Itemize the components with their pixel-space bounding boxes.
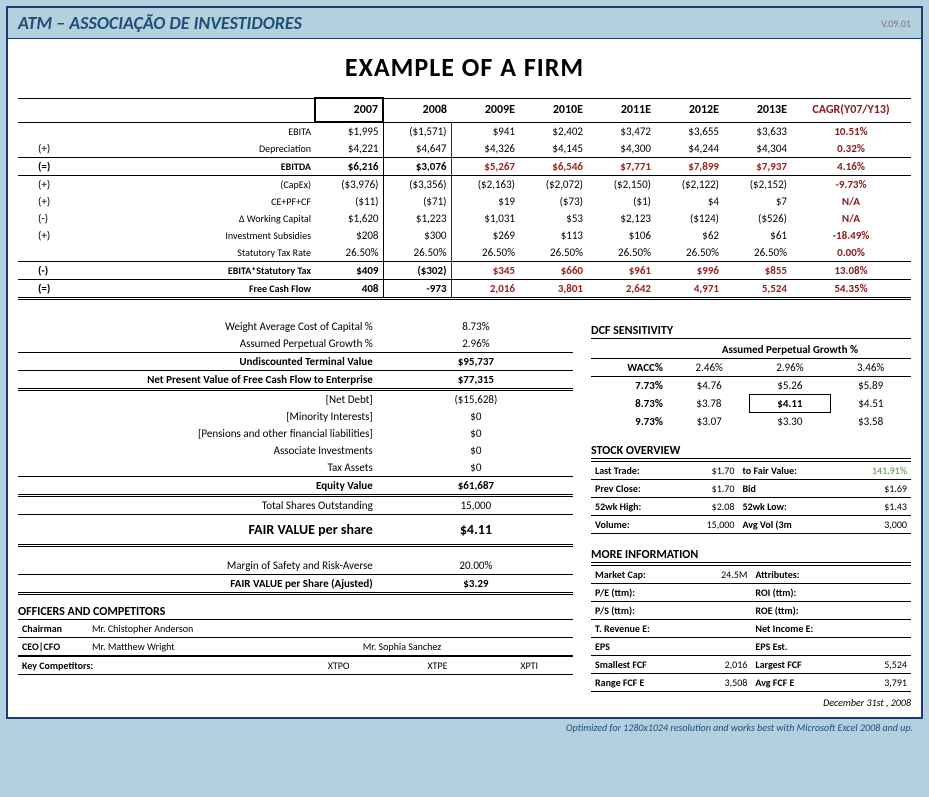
table-row: (=)EBITDA$6,216$3,076$5,267$6,546$7,771$… bbox=[18, 158, 911, 176]
fair-adj-label: FAIR VALUE per Share (Ajusted) bbox=[18, 575, 379, 594]
year-header: 2008 bbox=[383, 98, 451, 122]
more-row: Market Cap:24.5MAttributes: bbox=[591, 566, 911, 584]
document-frame: ATM – ASSOCIAÇÃO DE INVESTIDORES V.09.01… bbox=[6, 6, 923, 719]
table-row: EBITA$1,995($1,571)$941$2,402$3,472$3,65… bbox=[18, 122, 911, 140]
valuation-row: Assumed Perpetual Growth %2.96% bbox=[18, 335, 573, 353]
valuation-row: Associate Investments$0 bbox=[18, 442, 573, 459]
stock-row: 52wk High:$2.0852wk Low:$1.43 bbox=[591, 498, 911, 516]
table-row: (+)CE+PF+CF($11)($71)$19($73)($1)$4$7N/A bbox=[18, 193, 911, 210]
sensitivity-row: 7.73%$4.76$5.26$5.89 bbox=[591, 377, 911, 395]
margin-value: 20.00% bbox=[379, 557, 573, 575]
stock-heading: STOCK OVERVIEW bbox=[591, 444, 911, 459]
version-label: V.09.01 bbox=[881, 17, 911, 30]
valuation-row: Tax Assets$0 bbox=[18, 459, 573, 477]
org-title: ATM – ASSOCIAÇÃO DE INVESTIDORES bbox=[18, 12, 302, 34]
table-row: (-)Δ Working Capital$1,620$1,223$1,031$5… bbox=[18, 210, 911, 227]
stock-row: Prev Close:$1.70Bid$1.69 bbox=[591, 480, 911, 498]
officers-heading: OFFICERS AND COMPETITORS bbox=[18, 605, 573, 619]
table-row: Statutory Tax Rate26.50%26.50%26.50%26.5… bbox=[18, 244, 911, 262]
more-row: Smallest FCF2,016Largest FCF5,524 bbox=[591, 656, 911, 674]
adjusted-table: Margin of Safety and Risk-Averse20.00% F… bbox=[18, 557, 573, 595]
stock-row: Volume:15,000Avg Vol (3m3,000 bbox=[591, 516, 911, 534]
more-row: EPSEPS Est. bbox=[591, 638, 911, 656]
table-row: (=)Free Cash Flow408-9732,0163,8012,6424… bbox=[18, 280, 911, 299]
year-header: 2009E bbox=[451, 98, 519, 122]
cagr-header: CAGR(Y07/Y13) bbox=[791, 98, 911, 122]
more-row: Range FCF E3,508Avg FCF E3,791 bbox=[591, 674, 911, 692]
financial-table: 200720082009E2010E2011E2012E2013ECAGR(Y0… bbox=[18, 97, 911, 300]
more-row: P/S (ttm):ROE (ttm): bbox=[591, 602, 911, 620]
table-row: (+)(CapEx)($3,976)($3,356)($2,163)($2,07… bbox=[18, 176, 911, 194]
sensitivity-row: 8.73%$3.78$4.11$4.51 bbox=[591, 395, 911, 413]
valuation-row: Weight Average Cost of Capital %8.73% bbox=[18, 318, 573, 335]
year-header: 2007 bbox=[315, 98, 383, 122]
more-row: P/E (ttm):ROI (ttm): bbox=[591, 584, 911, 602]
year-header: 2012E bbox=[655, 98, 723, 122]
valuation-row: Total Shares Outstanding15,000 bbox=[18, 496, 573, 515]
table-row: (+)Investment Subsidies$208$300$269$113$… bbox=[18, 227, 911, 244]
fair-value-table: FAIR VALUE per share$4.11 bbox=[18, 514, 573, 547]
fair-value-label: FAIR VALUE per share bbox=[18, 515, 379, 546]
competitors-table: Key Competitors:XTPOXTPEXPTI bbox=[18, 656, 573, 675]
stock-row: Last Trade:$1.70to Fair Value:141.91% bbox=[591, 462, 911, 480]
officers-table: ChairmanMr. Chistopher AndersonCEO|CFOMr… bbox=[18, 619, 573, 656]
margin-label: Margin of Safety and Risk-Averse bbox=[18, 557, 379, 575]
stock-overview-table: Last Trade:$1.70to Fair Value:141.91%Pre… bbox=[591, 461, 911, 534]
valuation-row: [Pensions and other financial liabilitie… bbox=[18, 425, 573, 442]
header-bar: ATM – ASSOCIAÇÃO DE INVESTIDORES V.09.01 bbox=[8, 8, 921, 39]
fair-adj-value: $3.29 bbox=[379, 575, 573, 594]
dcf-heading: DCF SENSITIVITY bbox=[591, 324, 911, 339]
more-info-table: Market Cap:24.5MAttributes:P/E (ttm):ROI… bbox=[591, 565, 911, 692]
page-title: EXAMPLE OF A FIRM bbox=[18, 51, 911, 83]
fair-value: $4.11 bbox=[379, 515, 573, 546]
valuation-row: Net Present Value of Free Cash Flow to E… bbox=[18, 371, 573, 390]
valuation-row: [Net Debt]($15,628) bbox=[18, 390, 573, 409]
year-header: 2011E bbox=[587, 98, 655, 122]
valuation-row: [Minority Interests]$0 bbox=[18, 408, 573, 425]
valuation-row: Undiscounted Terminal Value$95,737 bbox=[18, 353, 573, 371]
year-header: 2013E bbox=[723, 98, 791, 122]
valuation-row: Equity Value$61,687 bbox=[18, 477, 573, 496]
footer-note: Optimized for 1280x1024 resolution and w… bbox=[6, 719, 923, 736]
table-row: (+)Depreciation$4,221$4,647$4,326$4,145$… bbox=[18, 140, 911, 158]
valuation-table: Weight Average Cost of Capital %8.73%Ass… bbox=[18, 318, 573, 514]
table-row: (-)EBITA*Statutory Tax$409($302)$345$660… bbox=[18, 262, 911, 280]
year-header: 2010E bbox=[519, 98, 587, 122]
dcf-sensitivity-table: Assumed Perpetual Growth %WACC%2.46%2.96… bbox=[591, 341, 911, 430]
more-heading: MORE INFORMATION bbox=[591, 548, 911, 563]
report-date: December 31st , 2008 bbox=[591, 696, 911, 709]
officer-row: CEO|CFOMr. Matthew WrightMr. Sophia Sanc… bbox=[18, 638, 573, 656]
more-row: T. Revenue E:Net Income E: bbox=[591, 620, 911, 638]
sensitivity-row: 9.73%$3.07$3.30$3.58 bbox=[591, 413, 911, 431]
officer-row: ChairmanMr. Chistopher Anderson bbox=[18, 620, 573, 638]
